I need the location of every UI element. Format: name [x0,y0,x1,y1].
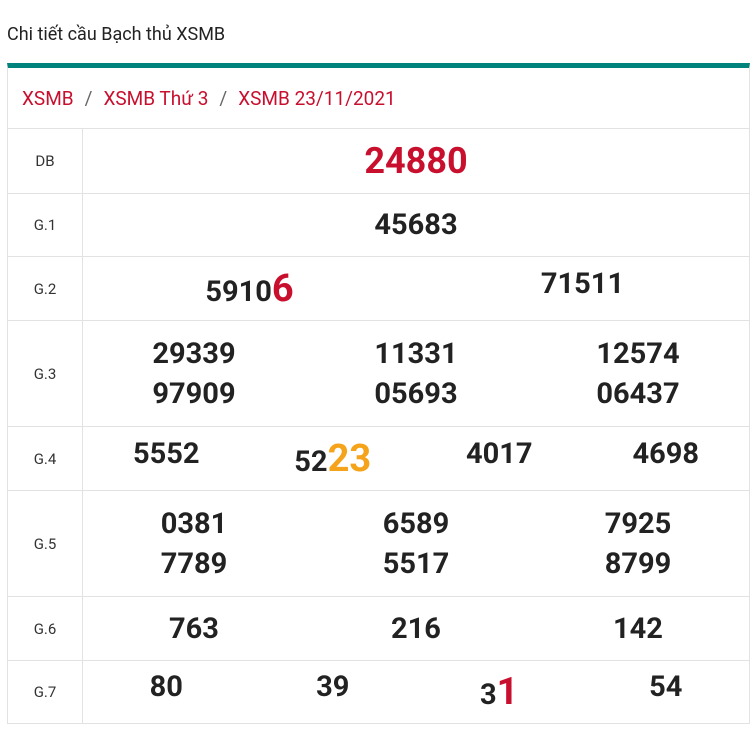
highlight-digits: 23 [327,436,372,481]
prize-number: 11331 [374,336,458,371]
prize-number: 05693 [374,376,458,411]
breadcrumb-separator: / [219,86,228,110]
prize-row: G.4 5552 5223 4017 4698 [8,427,749,491]
highlight-digits: 6 [271,266,294,311]
breadcrumb-link[interactable]: XSMB 23/11/2021 [238,86,396,110]
prize-row: G.3 29339 11331 12574 97909 05693 06437 [8,321,749,427]
prize-numbers: 24880 [83,129,749,193]
prize-numbers: 59106 71511 [83,257,749,320]
result-box: XSMB / XSMB Thứ 3 / XSMB 23/11/2021 DB 24880 G… [7,63,750,724]
prize-numbers: 0381 6589 7925 7789 5517 8799 [83,491,749,596]
prize-label: G.3 [8,321,83,426]
prize-label: G.2 [8,257,83,320]
prize-number: 4017 [465,436,533,471]
prize-number: 4698 [632,436,700,471]
prize-label: G.1 [8,194,83,256]
prize-numbers: 45683 [83,194,749,256]
result-table: DB 24880 G.1 45683 G.2 59106 71511 G.3 29339 1133… [8,129,749,724]
prize-row: G.5 0381 6589 7925 7789 5517 8799 [8,491,749,597]
prize-number: 80 [149,670,183,704]
prize-number: 39 [316,670,350,704]
prize-number: 71511 [540,266,625,301]
breadcrumb: XSMB / XSMB Thứ 3 / XSMB 23/11/2021 [8,68,749,129]
prize-number: 31 [480,670,518,714]
breadcrumb-link[interactable]: XSMB Thứ 3 [103,86,209,110]
prize-numbers: 29339 11331 12574 97909 05693 06437 [83,321,749,426]
prize-label: G.5 [8,491,83,596]
prize-row: G.1 45683 [8,194,749,257]
prize-label: DB [8,129,83,193]
highlight-digits: 1 [496,670,519,714]
prize-number: 763 [169,611,219,646]
page-title: Chi tiết cầu Bạch thủ XSMB [7,24,226,45]
prize-number: 5552 [132,436,200,471]
prize-number: 216 [391,611,441,646]
prize-number: 8799 [604,546,672,581]
number-part: 5910 [205,274,272,309]
prize-number: 24880 [364,140,468,182]
prize-numbers: 80 39 31 54 [83,661,749,723]
breadcrumb-link[interactable]: XSMB [22,86,74,110]
prize-numbers: 5552 5223 4017 4698 [83,427,749,490]
prize-number: 7789 [160,546,228,581]
prize-number: 0381 [160,506,228,541]
number-part: 3 [480,678,497,712]
prize-number: 7925 [604,506,672,541]
prize-label: G.4 [8,427,83,490]
prize-number: 29339 [152,336,236,371]
prize-number: 45683 [374,208,458,242]
prize-number: 12574 [596,336,680,371]
prize-number: 06437 [596,376,680,411]
prize-row: G.7 80 39 31 54 [8,661,749,724]
prize-numbers: 763 216 142 [83,597,749,660]
prize-label: G.6 [8,597,83,660]
prize-number: 5223 [294,437,371,481]
prize-row: G.6 763 216 142 [8,597,749,661]
prize-number: 54 [649,670,683,704]
prize-label: G.7 [8,661,83,723]
prize-number: 142 [613,611,663,646]
number-part: 52 [294,444,328,479]
breadcrumb-separator: / [84,86,93,110]
prize-number: 6589 [382,506,450,541]
prize-row: DB 24880 [8,129,749,194]
prize-number: 5517 [382,546,450,581]
prize-number: 59106 [205,267,293,311]
prize-row: G.2 59106 71511 [8,257,749,321]
prize-number: 97909 [152,376,236,411]
